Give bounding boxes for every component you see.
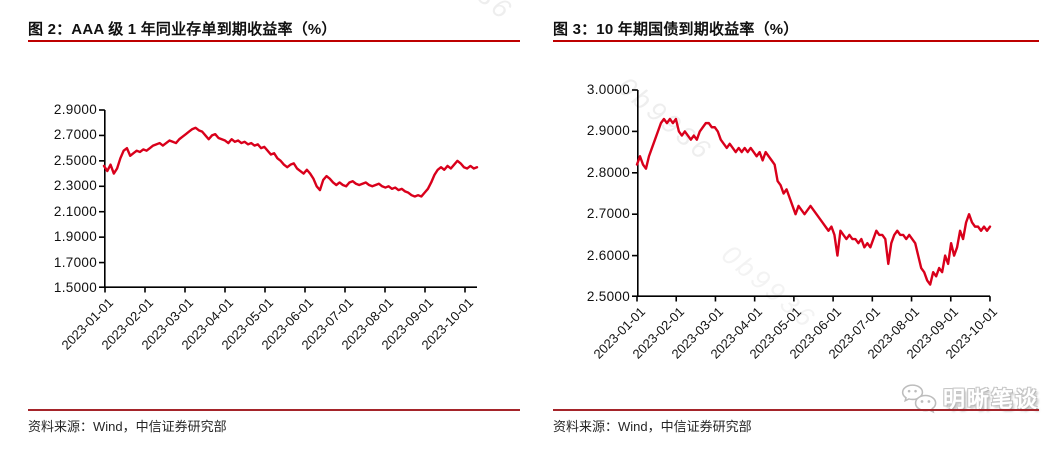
brand-name: 明晰笔谈 bbox=[942, 387, 1039, 412]
y-axis-tick-label: 1.7000 bbox=[53, 254, 97, 270]
y-axis-tick-label: 2.7000 bbox=[53, 127, 97, 143]
figure-3-title-underline bbox=[553, 40, 1039, 42]
figure-3-title: 图 3：10 年期国债到期收益率（%） bbox=[553, 21, 799, 38]
figure-2-chart: 2.9000 2.7000 2.5000 2.3000 2.1000 1.9000 1.70… bbox=[28, 0, 520, 400]
y-axis-tick-label: 2.8000 bbox=[586, 164, 630, 180]
wechat-icon bbox=[901, 383, 937, 413]
figure-2-title: 图 2：AAA 级 1 年同业存单到期收益率（%） bbox=[28, 21, 337, 38]
figure-3-panel: 图 3：10 年期国债到期收益率（%） 3.0000 2.9000 2.8000 2.… bbox=[553, 0, 1039, 450]
figure-3-chart: 3.0000 2.9000 2.8000 2.7000 2.6000 2.5000 2023… bbox=[553, 0, 1039, 400]
figure-3-source-divider bbox=[553, 409, 1039, 411]
y-axis-tick-label: 2.7000 bbox=[586, 206, 630, 222]
y-axis-tick-label: 2.5000 bbox=[586, 289, 630, 304]
figure-2-panel: 图 2：AAA 级 1 年同业存单到期收益率（%） 2.9000 2.7000 2.… bbox=[28, 0, 520, 450]
y-axis-tick-label: 1.5000 bbox=[53, 280, 97, 295]
y-axis-tick-label: 2.9000 bbox=[53, 102, 97, 117]
figure-2-source-divider bbox=[28, 409, 520, 411]
figure-2-title-underline bbox=[28, 40, 520, 42]
y-axis-tick-label: 2.5000 bbox=[53, 152, 97, 168]
figure-3-source: 资料来源：Wind，中信证券研究部 bbox=[553, 419, 752, 434]
y-axis-tick-label: 1.9000 bbox=[53, 229, 97, 245]
figure-2-source: 资料来源：Wind，中信证券研究部 bbox=[28, 419, 227, 434]
y-axis-tick-label: 3.0000 bbox=[586, 82, 630, 97]
yield-line-series bbox=[635, 117, 992, 286]
y-axis-tick-label: 2.3000 bbox=[53, 178, 97, 194]
wechat-brand-logo: 明晰笔谈 bbox=[900, 382, 1039, 414]
y-axis-tick-label: 2.1000 bbox=[53, 203, 97, 219]
plot-area bbox=[99, 109, 479, 293]
y-axis-tick-label: 2.6000 bbox=[586, 247, 630, 263]
axis-lines bbox=[637, 90, 990, 297]
yield-line-series bbox=[102, 126, 479, 198]
y-axis-tick-label: 2.9000 bbox=[586, 123, 630, 139]
axis-lines bbox=[104, 110, 477, 288]
plot-area bbox=[632, 89, 992, 302]
